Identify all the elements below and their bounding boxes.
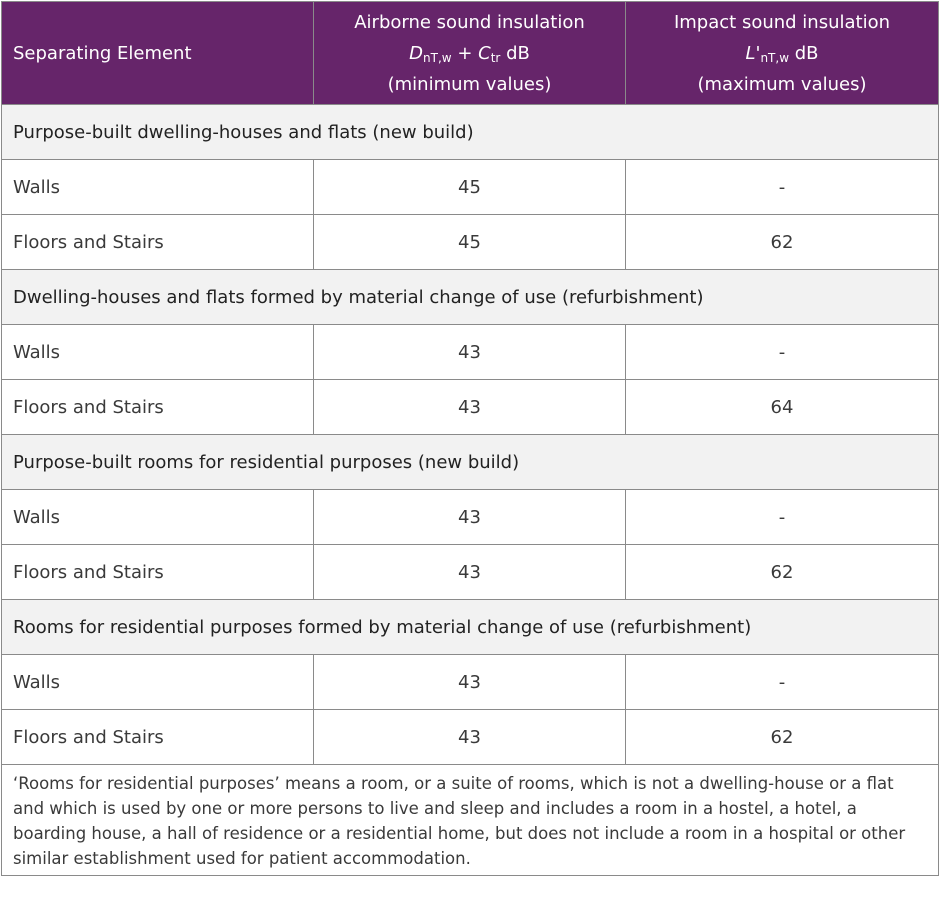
impact-value: - xyxy=(625,324,939,380)
table-row: Floors and Stairs 43 62 xyxy=(1,709,939,765)
section-title: Purpose-built dwelling-houses and flats … xyxy=(1,104,939,160)
airborne-value: 45 xyxy=(313,159,626,215)
header-impact-insulation: Impact sound insulation L'nT,w dB (maxim… xyxy=(625,1,939,105)
header-row: Separating Element Airborne sound insula… xyxy=(1,1,939,105)
impact-value: 64 xyxy=(625,379,939,435)
impact-symbol-l: L' xyxy=(745,42,761,64)
impact-value: - xyxy=(625,489,939,545)
impact-formula: L'nT,w dB xyxy=(626,38,938,69)
impact-value: 62 xyxy=(625,709,939,765)
table-header: Separating Element Airborne sound insula… xyxy=(1,1,939,105)
airborne-symbol-d: D xyxy=(409,42,424,64)
table-row: Floors and Stairs 43 62 xyxy=(1,544,939,600)
impact-value: 62 xyxy=(625,544,939,600)
table-row: Floors and Stairs 45 62 xyxy=(1,214,939,270)
table-row: Walls 43 - xyxy=(1,324,939,380)
header-airborne-insulation: Airborne sound insulation DnT,w + Ctr dB… xyxy=(313,1,626,105)
impact-qualifier: (maximum values) xyxy=(697,73,867,95)
table-body: Purpose-built dwelling-houses and flats … xyxy=(1,104,939,876)
airborne-title: Airborne sound insulation xyxy=(354,11,585,33)
element-cell: Walls xyxy=(1,654,314,710)
impact-title: Impact sound insulation xyxy=(673,11,891,33)
airborne-value: 43 xyxy=(313,489,626,545)
table-row: Walls 43 - xyxy=(1,654,939,710)
sound-insulation-table-container: Separating Element Airborne sound insula… xyxy=(1,1,939,876)
element-cell: Floors and Stairs xyxy=(1,544,314,600)
section-row: Dwelling-houses and flats formed by mate… xyxy=(1,269,939,325)
section-row: Rooms for residential purposes formed by… xyxy=(1,599,939,655)
airborne-value: 43 xyxy=(313,544,626,600)
element-cell: Floors and Stairs xyxy=(1,214,314,270)
impact-value: - xyxy=(625,654,939,710)
footnote-text: ‘Rooms for residential purposes’ means a… xyxy=(1,764,939,876)
element-cell: Floors and Stairs xyxy=(1,709,314,765)
element-cell: Walls xyxy=(1,324,314,380)
airborne-symbol-c-subscript: tr xyxy=(490,50,501,65)
section-title: Rooms for residential purposes formed by… xyxy=(1,599,939,655)
element-cell: Walls xyxy=(1,159,314,215)
airborne-value: 45 xyxy=(313,214,626,270)
impact-value: - xyxy=(625,159,939,215)
airborne-symbol-d-subscript: nT,w xyxy=(423,50,452,65)
airborne-value: 43 xyxy=(313,709,626,765)
sound-insulation-table: Separating Element Airborne sound insula… xyxy=(1,1,939,876)
impact-value: 62 xyxy=(625,214,939,270)
airborne-plus: + xyxy=(451,42,479,64)
section-row: Purpose-built rooms for residential purp… xyxy=(1,434,939,490)
element-cell: Walls xyxy=(1,489,314,545)
element-cell: Floors and Stairs xyxy=(1,379,314,435)
airborne-unit: dB xyxy=(500,42,530,64)
airborne-symbol-c: C xyxy=(478,42,491,64)
section-row: Purpose-built dwelling-houses and flats … xyxy=(1,104,939,160)
impact-unit: dB xyxy=(789,42,819,64)
header-separating-element: Separating Element xyxy=(1,1,314,105)
table-row: Floors and Stairs 43 64 xyxy=(1,379,939,435)
section-title: Dwelling-houses and flats formed by mate… xyxy=(1,269,939,325)
table-row: Walls 45 - xyxy=(1,159,939,215)
footnote-row: ‘Rooms for residential purposes’ means a… xyxy=(1,764,939,876)
airborne-formula: DnT,w + Ctr dB xyxy=(314,38,625,69)
airborne-value: 43 xyxy=(313,654,626,710)
airborne-value: 43 xyxy=(313,324,626,380)
section-title: Purpose-built rooms for residential purp… xyxy=(1,434,939,490)
airborne-value: 43 xyxy=(313,379,626,435)
impact-symbol-l-subscript: nT,w xyxy=(760,50,790,65)
airborne-qualifier: (minimum values) xyxy=(387,73,552,95)
table-row: Walls 43 - xyxy=(1,489,939,545)
